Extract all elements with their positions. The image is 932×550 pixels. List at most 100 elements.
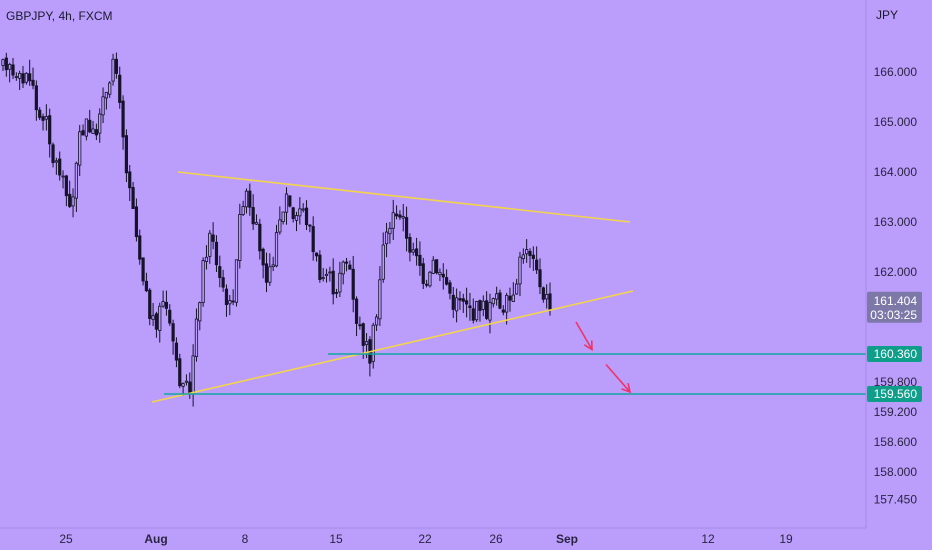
candle-body [281,211,285,223]
time-tick-label: 12 [701,532,715,546]
price-tick-label: 162.000 [874,265,918,279]
candle-body [451,294,455,310]
price-tick-label: 166.000 [874,65,918,79]
candle-body [94,129,98,136]
candle-body [418,254,422,266]
candle-body [344,261,349,264]
candle-body [525,249,529,255]
candle-body [114,58,119,74]
candle-body [298,208,302,217]
candle-body [531,254,535,259]
candle-body [194,318,199,357]
candle-body [78,131,82,166]
candle-body [261,248,265,266]
candle-body [248,190,252,208]
candle-body [401,216,405,219]
price-tick-label: 163.000 [874,215,918,229]
candle-body [134,206,139,238]
level-price-tag [867,386,922,402]
time-tick-label: Aug [144,532,167,546]
candle-body [535,259,539,271]
candle-body [128,171,132,189]
candle-body [151,315,155,320]
candle-body [541,287,545,300]
candle-body [384,231,389,245]
candle-body [54,160,58,163]
candle-body [148,289,152,319]
candle-body [468,305,472,309]
candle-body [98,113,102,134]
candle-body [88,119,92,133]
candle-body [318,254,322,280]
candle-body [364,341,369,346]
candle-body [461,298,465,302]
candle-body [545,294,549,300]
candle-body [291,207,295,219]
candle-body [111,58,115,82]
candle-body [108,82,112,95]
candle-body [374,316,379,326]
time-axis[interactable]: 25 Aug 8 15 22 26 Sep 12 19 [59,532,793,546]
candle-body [24,72,28,83]
candle-body [548,293,552,310]
candle-body [11,64,15,76]
candle-body [515,283,519,295]
price-axis[interactable]: 166.000 165.000 164.000 163.000 162.000 159.8… [874,65,918,507]
candle-body [351,268,355,300]
candle-body [204,256,209,262]
candle-body [71,196,75,207]
candle-body [404,217,409,239]
candle-body [361,323,365,346]
candle-body [465,300,469,305]
candle-body [441,273,445,278]
candle-body [421,263,425,284]
candle-body [48,115,52,145]
candle-body [181,383,185,387]
candle-body [154,313,159,330]
candle-body [438,271,442,276]
candle-body [231,300,235,303]
candle-body [475,301,479,321]
candle-body [41,116,45,121]
drawings-layer[interactable] [151,171,866,403]
candle-body [121,100,125,138]
candle-body [74,162,78,199]
down-arrow-head [583,340,593,351]
candle-body [488,301,492,321]
last-price-label: 161.404 [874,294,918,308]
candle-body [338,272,342,293]
candle-body [201,260,205,303]
candle-body [521,254,525,260]
time-tick-label: 26 [489,532,503,546]
down-arrow-shaft [605,363,631,393]
candle-body [398,214,402,218]
candle-body [481,300,485,310]
candle-body [278,219,282,233]
candle-body [28,73,32,82]
upper-trendline[interactable] [177,171,631,223]
candle-body [445,277,449,285]
candle-body [388,227,392,235]
candle-body [331,270,335,295]
candle-body [301,208,305,211]
candle-body [328,271,332,274]
candle-body [505,294,509,313]
candle-body [191,355,195,395]
candle-body [411,249,415,253]
price-tick-label: 158.600 [874,435,918,449]
candle-body [158,305,162,331]
candle-body [434,259,439,274]
candle-body [178,358,182,387]
lower-trendline[interactable] [151,290,634,403]
time-tick-label: 15 [329,532,343,546]
candle-body [448,282,452,294]
candle-body [168,309,172,324]
last-price-tag [867,291,922,323]
time-tick-label: 8 [242,532,249,546]
down-arrow-head [621,383,632,394]
candle-body [234,259,239,303]
candle-body [184,380,189,383]
